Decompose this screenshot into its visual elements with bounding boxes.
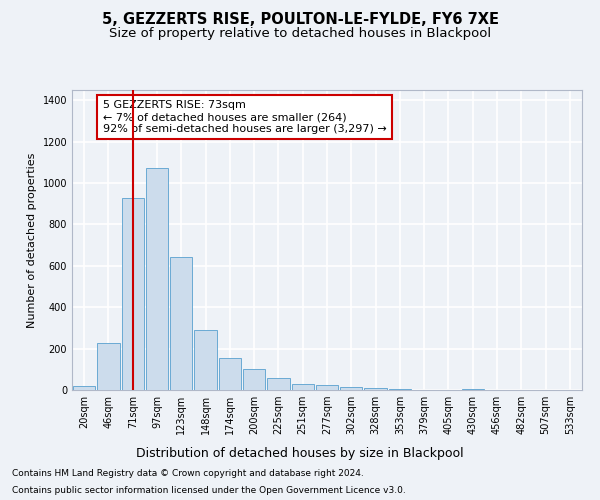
Bar bbox=[243, 370, 265, 390]
Bar bbox=[122, 198, 144, 390]
Text: Contains HM Land Registry data © Crown copyright and database right 2024.: Contains HM Land Registry data © Crown c… bbox=[12, 468, 364, 477]
Text: 5, GEZZERTS RISE, POULTON-LE-FYLDE, FY6 7XE: 5, GEZZERTS RISE, POULTON-LE-FYLDE, FY6 … bbox=[101, 12, 499, 28]
Bar bbox=[218, 358, 241, 390]
Bar bbox=[340, 387, 362, 390]
Bar bbox=[389, 389, 411, 390]
Text: 5 GEZZERTS RISE: 73sqm
← 7% of detached houses are smaller (264)
92% of semi-det: 5 GEZZERTS RISE: 73sqm ← 7% of detached … bbox=[103, 100, 386, 134]
Bar bbox=[267, 378, 290, 390]
Text: Distribution of detached houses by size in Blackpool: Distribution of detached houses by size … bbox=[136, 448, 464, 460]
Bar bbox=[316, 385, 338, 390]
Bar bbox=[97, 344, 119, 390]
Bar bbox=[364, 388, 387, 390]
Bar bbox=[194, 330, 217, 390]
Bar bbox=[170, 256, 193, 390]
Y-axis label: Number of detached properties: Number of detached properties bbox=[27, 152, 37, 328]
Bar bbox=[146, 168, 168, 390]
Text: Contains public sector information licensed under the Open Government Licence v3: Contains public sector information licen… bbox=[12, 486, 406, 495]
Bar bbox=[292, 384, 314, 390]
Text: Size of property relative to detached houses in Blackpool: Size of property relative to detached ho… bbox=[109, 28, 491, 40]
Bar bbox=[461, 389, 484, 390]
Bar bbox=[73, 386, 95, 390]
